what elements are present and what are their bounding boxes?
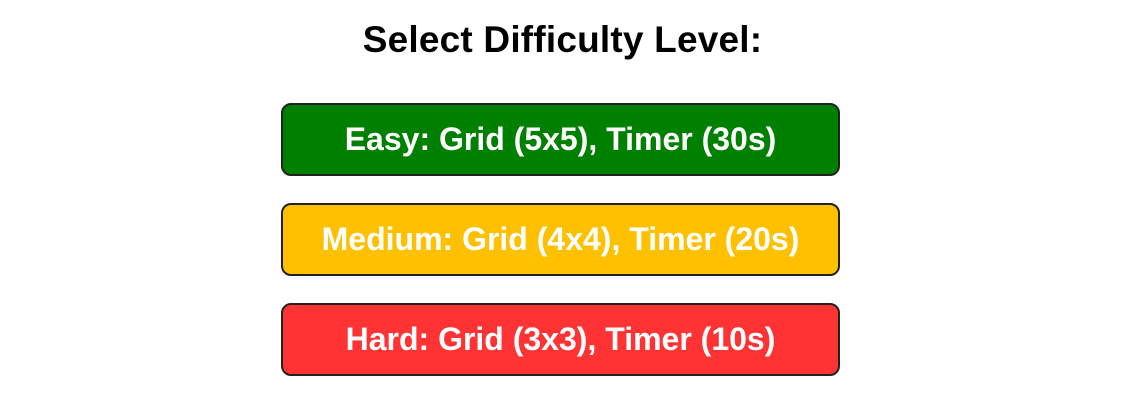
medium-difficulty-button[interactable]: Medium: Grid (4x4), Timer (20s) bbox=[281, 203, 840, 276]
easy-difficulty-button[interactable]: Easy: Grid (5x5), Timer (30s) bbox=[281, 103, 840, 176]
page-title: Select Difficulty Level: bbox=[362, 19, 763, 60]
hard-difficulty-button[interactable]: Hard: Grid (3x3), Timer (10s) bbox=[281, 303, 840, 376]
